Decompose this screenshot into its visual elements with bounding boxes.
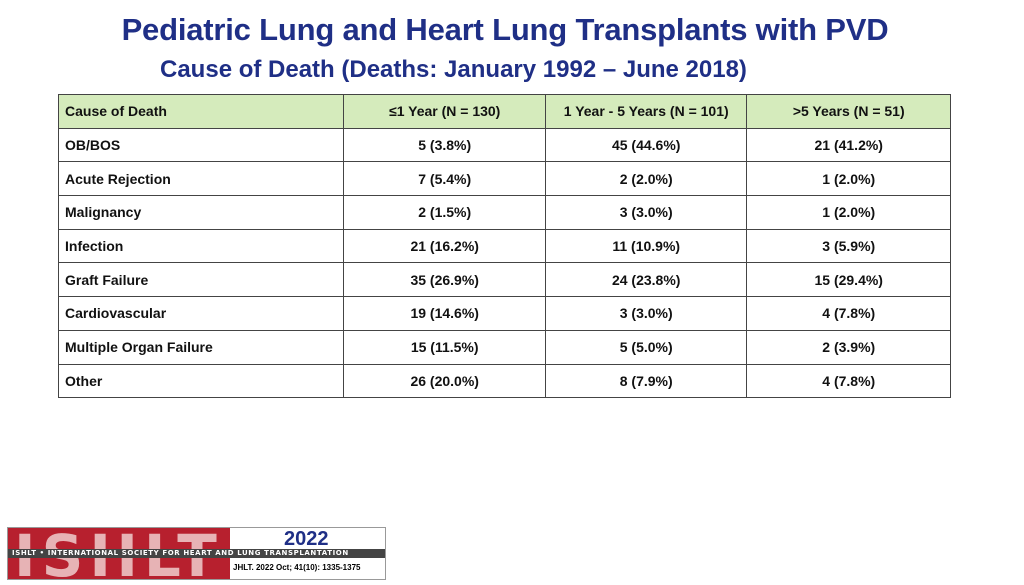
table-row: Other 26 (20.0%) 8 (7.9%) 4 (7.8%): [57, 363, 951, 399]
header-under-1-year: ≤1 Year (N = 130): [343, 94, 546, 129]
cause-cell: Infection: [57, 228, 345, 264]
slide-title: Pediatric Lung and Heart Lung Transplant…: [121, 12, 889, 47]
ishlt-logo: ISHLT ISHLT • INTERNATIONAL SOCIETY FOR …: [7, 527, 386, 580]
journal-citation: JHLT. 2022 Oct; 41(10): 1335-1375: [233, 563, 361, 572]
cause-cell: Multiple Organ Failure: [57, 329, 345, 365]
logo-band-text: ISHLT • INTERNATIONAL SOCIETY FOR HEART …: [12, 549, 349, 557]
value-cell: 5 (5.0%): [544, 329, 748, 365]
header-over-5-years: >5 Years (N = 51): [746, 94, 951, 129]
value-cell: 15 (29.4%): [746, 262, 951, 298]
value-cell: 2 (3.9%): [746, 329, 951, 365]
table-row: Graft Failure 35 (26.9%) 24 (23.8%) 15 (29.…: [57, 262, 951, 298]
cause-of-death-table: Cause of Death ≤1 Year (N = 130) 1 Year …: [57, 94, 951, 399]
value-cell: 19 (14.6%): [343, 296, 546, 331]
value-cell: 4 (7.8%): [746, 296, 951, 331]
value-cell: 45 (44.6%): [544, 127, 748, 163]
cause-cell: Acute Rejection: [57, 161, 345, 197]
table-row: Malignancy 2 (1.5%) 3 (3.0%) 1 (2.0%): [57, 195, 951, 230]
header-1-to-5-years: 1 Year - 5 Years (N = 101): [544, 94, 748, 129]
value-cell: 4 (7.8%): [746, 363, 951, 399]
table-row: Multiple Organ Failure 15 (11.5%) 5 (5.0%)…: [57, 329, 951, 365]
value-cell: 3 (3.0%): [544, 296, 748, 331]
value-cell: 3 (5.9%): [746, 228, 951, 264]
table-row: Cardiovascular 19 (14.6%) 3 (3.0%) 4 (7.8%): [57, 296, 951, 331]
header-cause-of-death: Cause of Death: [57, 94, 345, 129]
table-row: Infection 21 (16.2%) 11 (10.9%) 3 (5.9%): [57, 228, 951, 264]
table-row: Acute Rejection 7 (5.4%) 2 (2.0%) 1 (2.0%): [57, 161, 951, 197]
cause-cell: OB/BOS: [57, 127, 345, 163]
value-cell: 2 (1.5%): [343, 195, 546, 230]
logo-year: 2022: [284, 528, 329, 550]
logo-band: [8, 549, 385, 558]
value-cell: 8 (7.9%): [544, 363, 748, 399]
value-cell: 11 (10.9%): [544, 228, 748, 264]
value-cell: 15 (11.5%): [343, 329, 546, 365]
value-cell: 21 (16.2%): [343, 228, 546, 264]
table-header-row: Cause of Death ≤1 Year (N = 130) 1 Year …: [57, 94, 951, 129]
value-cell: 21 (41.2%): [746, 127, 951, 163]
cause-cell: Graft Failure: [57, 262, 345, 298]
value-cell: 24 (23.8%): [544, 262, 748, 298]
slide-subtitle: Cause of Death (Deaths: January 1992 – J…: [160, 56, 747, 83]
value-cell: 3 (3.0%): [544, 195, 748, 230]
cause-cell: Other: [57, 363, 345, 399]
value-cell: 5 (3.8%): [343, 127, 546, 163]
value-cell: 26 (20.0%): [343, 363, 546, 399]
value-cell: 1 (2.0%): [746, 195, 951, 230]
value-cell: 35 (26.9%): [343, 262, 546, 298]
value-cell: 1 (2.0%): [746, 161, 951, 197]
value-cell: 2 (2.0%): [544, 161, 748, 197]
value-cell: 7 (5.4%): [343, 161, 546, 197]
cause-cell: Malignancy: [57, 195, 345, 230]
cause-cell: Cardiovascular: [57, 296, 345, 331]
table-row: OB/BOS 5 (3.8%) 45 (44.6%) 21 (41.2%): [57, 127, 951, 163]
